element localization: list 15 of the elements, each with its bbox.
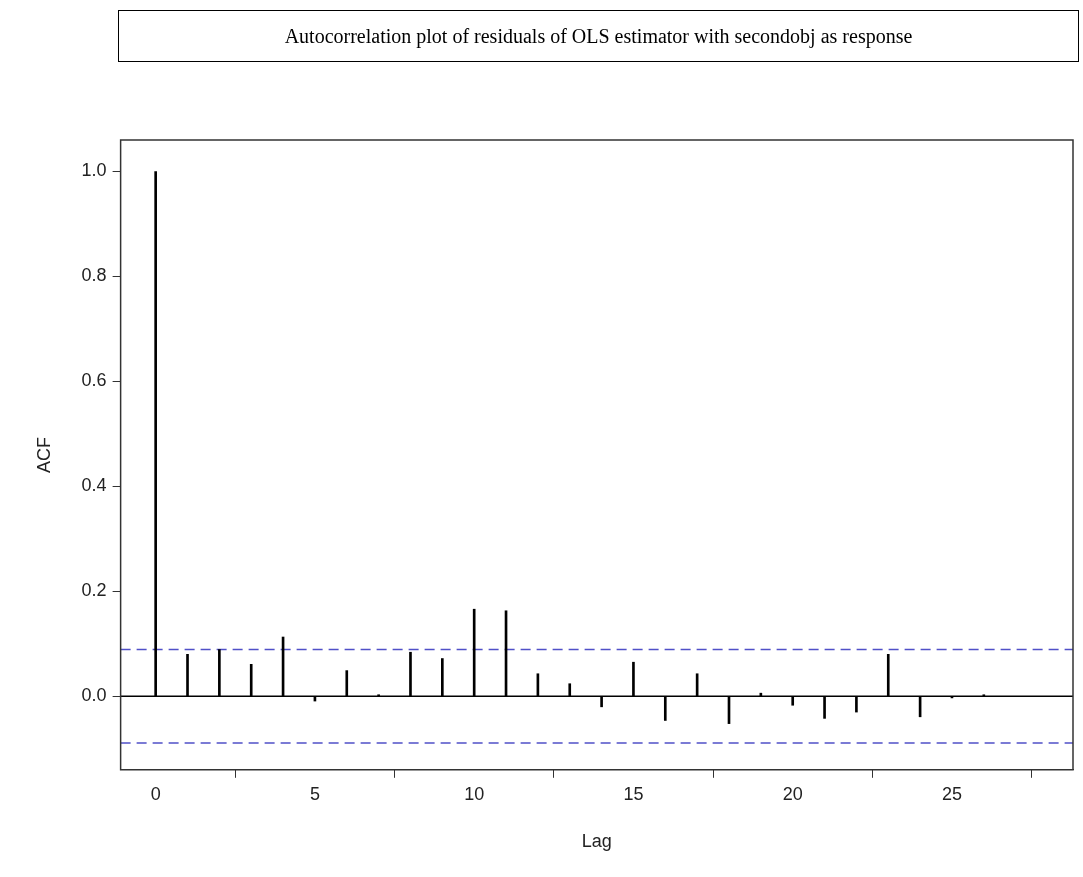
x-tick-label: 15 bbox=[623, 783, 644, 804]
y-axis-title: ACF bbox=[33, 436, 54, 473]
y-tick-label: 0.2 bbox=[81, 580, 107, 601]
y-tick-label: 0.0 bbox=[81, 685, 107, 706]
x-tick-label: 25 bbox=[941, 783, 962, 804]
x-axis-title: Lag bbox=[581, 831, 612, 852]
x-tick-label: 20 bbox=[782, 783, 803, 804]
y-tick-label: 0.8 bbox=[81, 265, 107, 286]
chart-title: Autocorrelation plot of residuals of OLS estimator with secondobj as response bbox=[118, 10, 1079, 62]
x-tick-label: 10 bbox=[464, 783, 485, 804]
x-tick-label: 5 bbox=[309, 783, 320, 804]
y-tick-label: 0.4 bbox=[81, 475, 107, 496]
x-tick-label: 0 bbox=[150, 783, 161, 804]
y-tick-label: 1.0 bbox=[81, 160, 107, 181]
y-tick-label: 0.6 bbox=[81, 370, 107, 391]
